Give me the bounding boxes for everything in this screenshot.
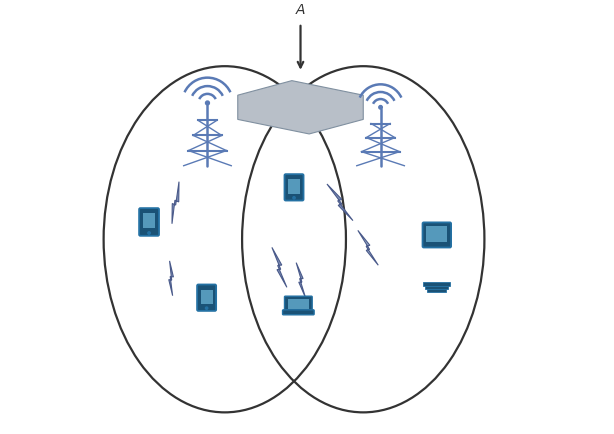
- Text: A: A: [296, 3, 305, 17]
- Bar: [143, 214, 155, 229]
- Circle shape: [379, 106, 383, 110]
- FancyBboxPatch shape: [282, 310, 314, 315]
- Polygon shape: [169, 261, 173, 296]
- Bar: [426, 286, 448, 289]
- FancyBboxPatch shape: [284, 296, 312, 312]
- Bar: [288, 299, 309, 309]
- Bar: [288, 180, 300, 194]
- Polygon shape: [327, 184, 353, 221]
- FancyBboxPatch shape: [422, 223, 451, 248]
- FancyBboxPatch shape: [284, 175, 303, 201]
- Circle shape: [206, 307, 208, 309]
- FancyBboxPatch shape: [197, 285, 216, 311]
- Polygon shape: [172, 182, 179, 224]
- Polygon shape: [272, 248, 287, 288]
- Polygon shape: [358, 231, 378, 266]
- Bar: [427, 289, 446, 293]
- Circle shape: [206, 102, 209, 105]
- Circle shape: [148, 232, 150, 235]
- Bar: [201, 290, 212, 304]
- FancyBboxPatch shape: [139, 209, 159, 236]
- Circle shape: [293, 197, 295, 200]
- Bar: [424, 283, 450, 286]
- Bar: [426, 227, 448, 243]
- Polygon shape: [296, 263, 306, 299]
- Polygon shape: [238, 82, 363, 135]
